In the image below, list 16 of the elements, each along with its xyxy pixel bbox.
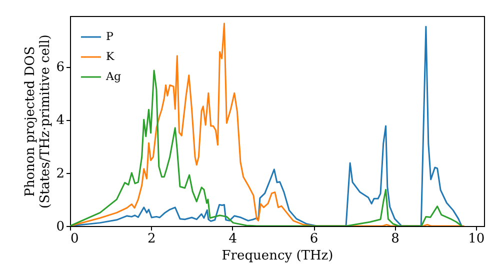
line-series [70,70,462,226]
x-tick-label: 4 [228,232,237,246]
y-tick-label: 2 [56,166,64,182]
x-tick-label: 6 [310,232,318,246]
x-tick-label: 8 [391,232,400,246]
x-tick-label: 10 [468,232,485,246]
y-tick-label: 4 [56,113,64,128]
x-tick-label: 0 [70,232,79,246]
x-axis-title: Frequency (THz) [222,248,334,264]
y-tick-label: 0 [56,220,64,234]
legend-label: P [106,30,114,43]
y-axis-title: Phonon projected DOS (States/THz·primitive cell) [23,34,54,209]
x-tick-label: 2 [148,232,156,246]
legend-label: K [106,50,115,63]
legend-label: Ag [105,70,121,83]
y-tick-label: 6 [56,60,64,76]
